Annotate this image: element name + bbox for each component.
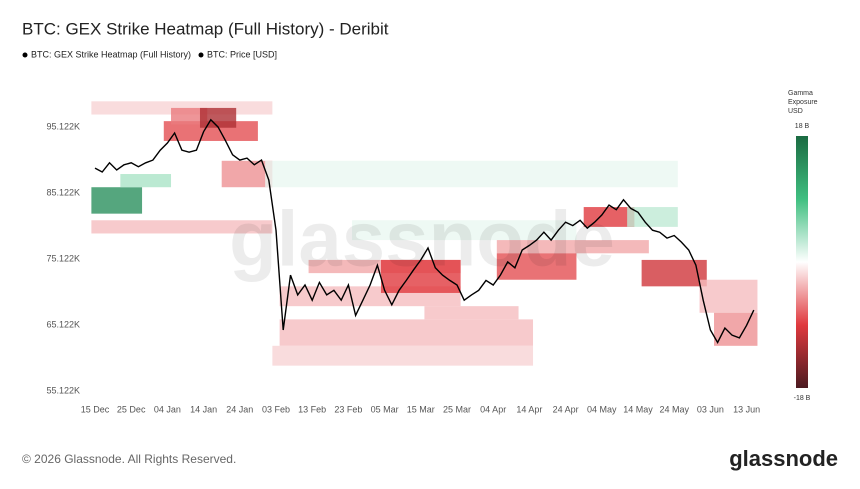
heat-cell (91, 220, 273, 234)
price-line (94, 118, 755, 344)
legend-label: BTC: Price [USD] (207, 49, 277, 59)
colorbar-tick-label: 18 B (795, 123, 810, 130)
heat-cell (352, 220, 577, 241)
y-tick-label: 85.122K (46, 187, 80, 197)
y-tick-label: 55.122K (46, 386, 80, 396)
heat-cell (496, 253, 577, 280)
x-tick-label: 14 Jan (190, 404, 217, 414)
colorbar-title: Exposure (788, 99, 818, 106)
heat-cell (120, 174, 172, 188)
heat-cell (583, 207, 635, 227)
x-tick-label: 24 Jan (226, 404, 253, 414)
heat-cell (91, 187, 143, 214)
x-tick-label: 05 Mar (371, 404, 399, 414)
copyright: © 2026 Glassnode. All Rights Reserved. (22, 452, 236, 466)
x-tick-label: 24 Apr (553, 404, 579, 414)
heat-cell (496, 240, 649, 254)
x-tick-label: 03 Jun (697, 404, 724, 414)
chart-title: BTC: GEX Strike Heatmap (Full History) -… (22, 19, 389, 38)
x-tick-label: 15 Dec (81, 404, 110, 414)
x-tick-label: 04 May (587, 404, 617, 414)
colorbar-title: USD (788, 108, 803, 115)
logo: glassnode (729, 446, 838, 471)
legend-marker (198, 52, 204, 58)
colorbar (796, 136, 808, 388)
heat-cell (265, 160, 678, 188)
legend-marker (22, 52, 28, 58)
x-tick-label: 23 Feb (334, 404, 362, 414)
x-tick-label: 24 May (659, 404, 689, 414)
x-tick-label: 13 Feb (298, 404, 326, 414)
x-tick-label: 25 Dec (117, 404, 146, 414)
x-tick-label: 14 Apr (516, 404, 542, 414)
heat-cell (627, 207, 678, 227)
colorbar-title: Gamma (788, 90, 813, 97)
heat-cell (272, 345, 534, 366)
x-tick-label: 03 Feb (262, 404, 290, 414)
watermark: glassnode (229, 195, 615, 283)
colorbar-tick-label: -18 B (794, 395, 811, 402)
x-tick-label: 04 Jan (154, 404, 181, 414)
legend-label: BTC: GEX Strike Heatmap (Full History) (31, 49, 191, 59)
x-tick-label: 15 Mar (407, 404, 435, 414)
heat-cell (171, 107, 208, 125)
x-tick-label: 13 Jun (733, 404, 760, 414)
heat-cell (199, 107, 237, 128)
x-tick-label: 14 May (623, 404, 653, 414)
x-tick-label: 04 Apr (480, 404, 506, 414)
heat-cell (221, 160, 273, 188)
y-tick-label: 75.122K (46, 253, 80, 263)
y-tick-label: 65.122K (46, 320, 80, 330)
heat-cell (699, 279, 758, 313)
heat-cell (279, 319, 534, 346)
x-tick-label: 25 Mar (443, 404, 471, 414)
heat-cell (424, 306, 519, 320)
y-tick-label: 95.122K (46, 121, 80, 131)
heat-cell (380, 259, 461, 293)
